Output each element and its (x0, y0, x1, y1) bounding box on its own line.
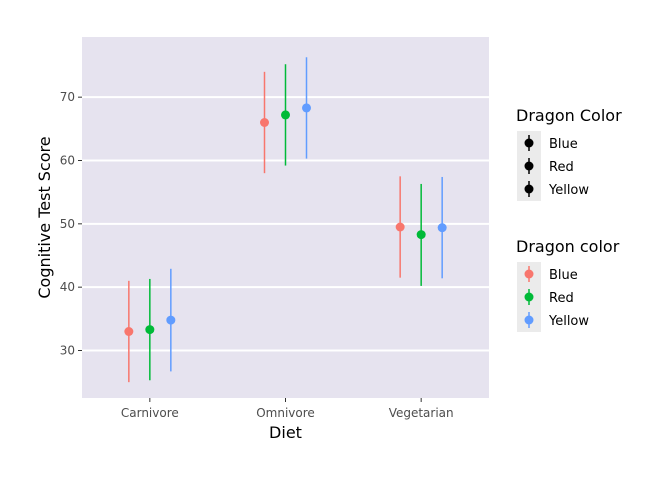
legend-label: Red (549, 291, 574, 306)
y-tick-label: 30 (60, 344, 75, 358)
mean-point-blue (395, 222, 405, 232)
y-tick-label: 60 (60, 154, 75, 168)
legend-title: Dragon color (516, 237, 620, 256)
legends: Dragon Color Blue Red Yellow Dragon color Blu… (516, 106, 622, 332)
legend-key-point (524, 138, 534, 148)
legend-key-point (524, 315, 534, 325)
mean-point-yellow (302, 103, 311, 113)
mean-point-red (281, 110, 290, 120)
x-axis-title: Diet (269, 423, 302, 442)
mean-point-yellow (166, 315, 176, 325)
mean-point-red (416, 230, 426, 240)
legend-label: Red (549, 160, 574, 175)
y-axis: 30 40 50 60 70 (60, 90, 82, 358)
y-tick-label: 70 (60, 90, 75, 104)
mean-point-blue (260, 118, 269, 127)
x-tick-label: Carnivore (121, 406, 179, 420)
legend-key-point (524, 184, 534, 194)
legend-label: Blue (549, 268, 578, 283)
y-tick-label: 40 (60, 280, 75, 294)
legend-label: Yellow (548, 183, 589, 198)
legend-key-point (524, 292, 534, 302)
x-tick-label: Omnivore (256, 406, 315, 420)
mean-point-blue (124, 327, 134, 336)
legend-key-point (524, 269, 534, 279)
x-tick-label: Vegetarian (389, 406, 454, 420)
legend-label: Yellow (548, 314, 589, 329)
x-axis: Carnivore Omnivore Vegetarian (121, 398, 454, 420)
legend-label: Blue (549, 137, 578, 152)
legend-key-point (524, 161, 534, 171)
data-marks (124, 57, 447, 383)
legend-title: Dragon Color (516, 106, 622, 125)
mean-point-yellow (437, 223, 447, 233)
y-tick-label: 50 (60, 217, 75, 231)
y-axis-title: Cognitive Test Score (35, 136, 54, 298)
mean-point-red (145, 325, 155, 335)
